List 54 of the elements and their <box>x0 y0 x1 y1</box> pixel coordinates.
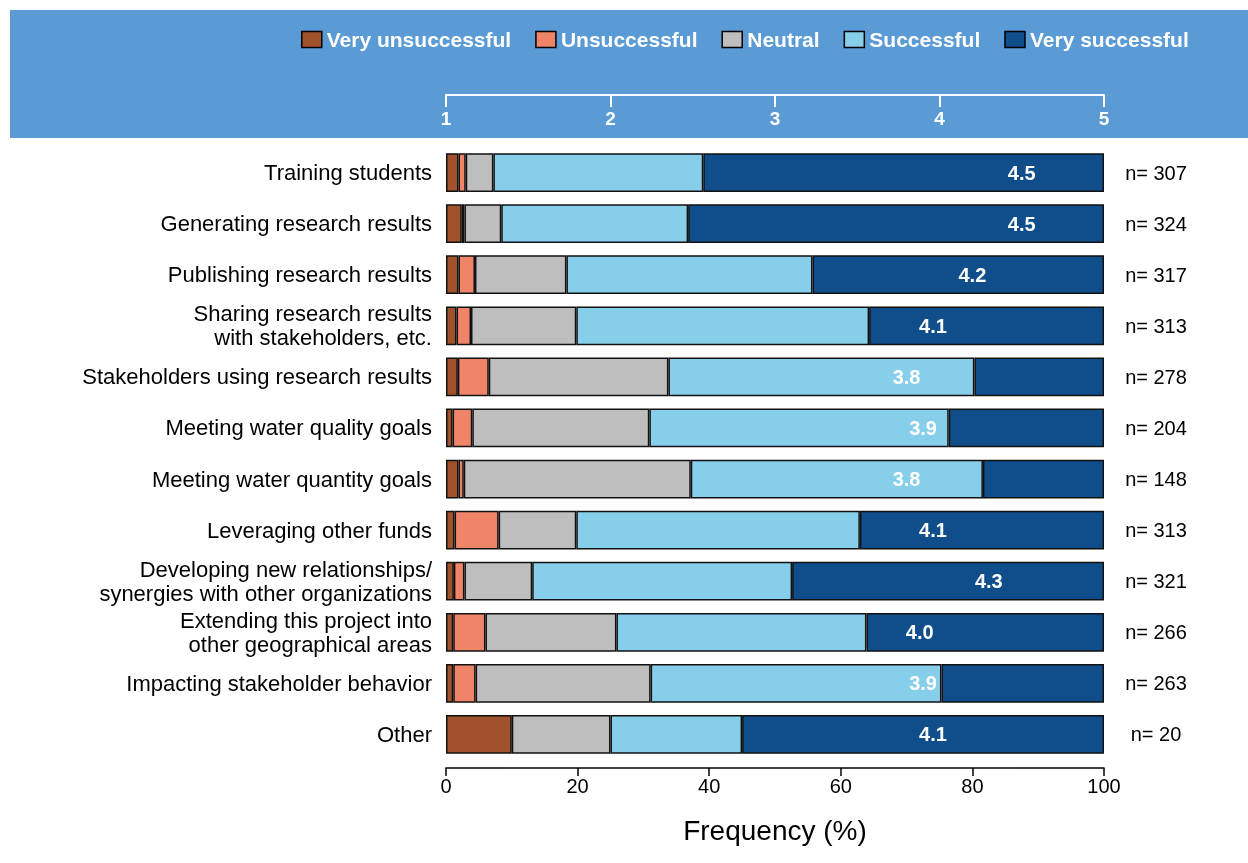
x-tick-label: 80 <box>961 775 984 797</box>
text: n= 266 <box>1125 621 1187 644</box>
text: n= 307 <box>1125 161 1187 184</box>
x-axis-title: Frequency (%) <box>683 814 867 846</box>
y-tick-label: Developing new relationships/ synergies with other organizations <box>99 556 433 606</box>
annotation: 4.1 <box>919 519 947 542</box>
legend-label: Neutral <box>747 28 820 51</box>
y-tick-label: Publishing research results <box>167 262 432 288</box>
x-tick-label: 60 <box>829 775 852 797</box>
annotation: 3.9 <box>909 672 937 695</box>
bar <box>446 204 462 244</box>
x-tick-label: 40 <box>698 775 721 797</box>
text: n= 20 <box>1130 723 1182 746</box>
text: n= 324 <box>1125 212 1187 235</box>
x-tick-label: 20 <box>566 775 589 797</box>
text: n= 263 <box>1125 672 1187 695</box>
annotation: 4.1 <box>919 314 947 337</box>
y-tick-label: Other <box>376 721 432 747</box>
legend-label: Successful <box>869 28 981 51</box>
annotation: 3.9 <box>909 416 937 439</box>
text: n= 313 <box>1125 519 1187 542</box>
annotation: 4.3 <box>974 570 1003 593</box>
y-tick-label: Meeting water quantity goals <box>151 466 432 492</box>
y-tick-label: Extending this project into other geographical areas <box>180 607 432 657</box>
text: n= 313 <box>1125 314 1187 337</box>
annotation: 4.1 <box>919 723 947 746</box>
y-tick-label: Impacting stakeholder behavior <box>126 670 432 696</box>
x2-tick-label: 1 <box>440 108 452 129</box>
legend-label: Very successful <box>1029 28 1189 51</box>
y-tick-label: Training students <box>264 160 432 186</box>
y-tick-label: Generating research results <box>160 211 432 237</box>
x2-tick-label: 2 <box>605 108 616 129</box>
x2-tick-label: 5 <box>1098 108 1110 129</box>
y-tick-label: Meeting water quality goals <box>165 415 432 441</box>
text: n= 278 <box>1125 365 1187 388</box>
text: n= 321 <box>1125 570 1187 593</box>
text: n= 204 <box>1125 416 1187 439</box>
y-tick-label: Sharing research results with stakeholders, etc. <box>193 301 432 351</box>
legend-label: Unsuccessful <box>560 28 698 51</box>
x-tick-label: 100 <box>1087 775 1121 797</box>
annotation: 4.5 <box>1007 212 1036 235</box>
annotation: 3.8 <box>892 365 921 388</box>
annotation: 3.8 <box>892 468 921 491</box>
annotation: 4.0 <box>905 621 934 644</box>
y-tick-label: Leveraging other funds <box>206 517 432 543</box>
text: n= 148 <box>1125 468 1187 491</box>
x2-tick-label: 4 <box>934 108 946 129</box>
annotation: 4.5 <box>1007 161 1036 184</box>
legend-label: Very unsuccessful <box>326 28 512 51</box>
annotation: 4.2 <box>958 263 987 286</box>
x2-tick-label: 3 <box>769 108 781 129</box>
x-tick-label: 0 <box>440 775 452 797</box>
text: n= 317 <box>1125 263 1187 286</box>
y-tick-label: Stakeholders using research results <box>82 364 432 390</box>
